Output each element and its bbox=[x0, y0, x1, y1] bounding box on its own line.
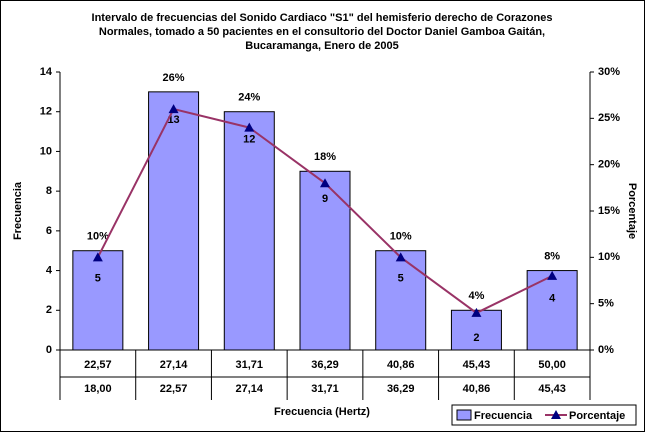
line-marker bbox=[168, 104, 179, 114]
y-tick-label: 14 bbox=[40, 66, 53, 78]
x-tick-label: 50,00 bbox=[538, 359, 566, 371]
bar-value-label: 4 bbox=[549, 292, 556, 304]
y2-tick-label: 15% bbox=[598, 205, 620, 217]
legend-marker bbox=[551, 410, 561, 419]
x-axis-label: Frecuencia (Hertz) bbox=[274, 406, 370, 418]
y-tick-label: 0 bbox=[46, 344, 52, 356]
x-tick-label: 40,86 bbox=[463, 383, 491, 395]
chart-title: Intervalo de frecuencias del Sonido Card… bbox=[92, 12, 553, 24]
y-tick-label: 4 bbox=[46, 264, 53, 276]
legend-label: Frecuencia bbox=[474, 410, 533, 422]
x-tick-label: 40,86 bbox=[387, 359, 415, 371]
y2-tick-label: 0% bbox=[598, 344, 614, 356]
y-tick-label: 10 bbox=[40, 145, 52, 157]
line-value-label: 10% bbox=[87, 231, 109, 243]
x-tick-label: 22,57 bbox=[160, 383, 188, 395]
x-tick-label: 27,14 bbox=[160, 359, 188, 371]
y2-tick-label: 20% bbox=[598, 159, 620, 171]
bar bbox=[526, 270, 578, 351]
line-value-label: 24% bbox=[238, 92, 260, 104]
y-tick-label: 12 bbox=[40, 106, 52, 118]
line-value-label: 18% bbox=[314, 151, 336, 163]
y2-tick-label: 30% bbox=[598, 66, 620, 78]
x-tick-label: 36,29 bbox=[387, 383, 415, 395]
x-tick-label: 31,71 bbox=[236, 359, 264, 371]
bar-value-label: 2 bbox=[473, 332, 479, 344]
y2-axis-label: Porcentaje bbox=[626, 183, 638, 239]
bar bbox=[299, 170, 351, 351]
bar-value-label: 9 bbox=[322, 193, 328, 205]
x-tick-label: 18,00 bbox=[84, 383, 112, 395]
line-value-label: 4% bbox=[468, 290, 484, 302]
bar-value-label: 12 bbox=[243, 134, 255, 146]
line-marker bbox=[471, 307, 482, 317]
line-value-label: 26% bbox=[163, 72, 185, 84]
legend-box bbox=[451, 404, 637, 426]
y-tick-label: 2 bbox=[46, 304, 52, 316]
line-marker bbox=[547, 270, 558, 280]
line-value-label: 10% bbox=[390, 231, 412, 243]
bar bbox=[375, 250, 427, 351]
chart-title: Bucaramanga, Enero de 2005 bbox=[245, 40, 398, 52]
y2-tick-label: 10% bbox=[598, 251, 620, 263]
y-tick-label: 6 bbox=[46, 225, 52, 237]
line-value-label: 8% bbox=[544, 250, 560, 262]
y2-tick-label: 25% bbox=[598, 112, 620, 124]
y-tick-label: 8 bbox=[46, 185, 52, 197]
line-marker bbox=[92, 252, 103, 262]
line-marker bbox=[244, 122, 255, 132]
chart-title: Normales, tomado a 50 pacientes en el co… bbox=[99, 26, 545, 38]
x-tick-label: 22,57 bbox=[84, 359, 112, 371]
y-axis-label: Frecuencia bbox=[12, 181, 24, 240]
bar bbox=[223, 111, 275, 351]
x-tick-label: 31,71 bbox=[311, 383, 339, 395]
line-marker bbox=[395, 252, 406, 262]
x-tick-label: 45,43 bbox=[463, 359, 491, 371]
legend-swatch bbox=[456, 409, 472, 421]
legend-label: Porcentaje bbox=[569, 410, 625, 422]
bar-value-label: 5 bbox=[398, 273, 404, 285]
bar bbox=[72, 250, 124, 351]
bar bbox=[148, 91, 200, 351]
y2-tick-label: 5% bbox=[598, 298, 614, 310]
x-tick-label: 36,29 bbox=[311, 359, 339, 371]
line-marker bbox=[320, 178, 330, 188]
bar-value-label: 5 bbox=[95, 273, 101, 285]
x-tick-label: 45,43 bbox=[538, 383, 566, 395]
x-tick-label: 27,14 bbox=[236, 383, 264, 395]
